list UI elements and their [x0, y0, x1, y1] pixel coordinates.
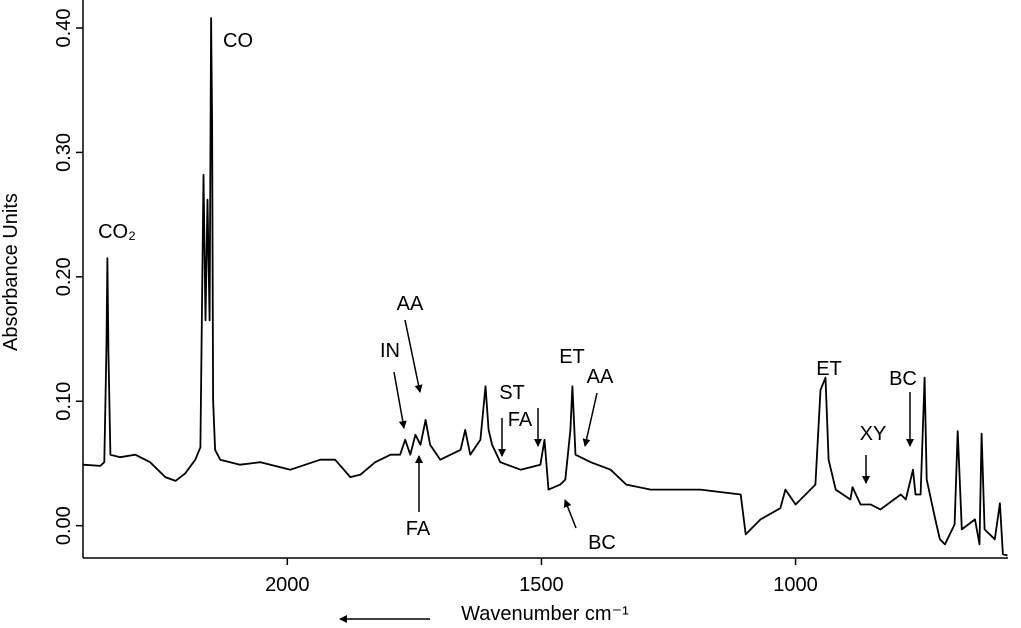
y-tick-label: 0.40 [53, 9, 75, 48]
annotation: ST [499, 382, 525, 404]
annotation: ET [559, 346, 585, 368]
y-axis-label: Absorbance Units [0, 193, 22, 351]
annotation: BC [889, 368, 917, 390]
annotation: BC [588, 532, 616, 554]
annotation: IN [380, 340, 400, 362]
y-tick-label: 0.10 [53, 382, 75, 421]
x-tick-label: 2000 [265, 574, 310, 596]
y-tick-label: 0.20 [53, 257, 75, 296]
x-axis-label: Wavenumber cm⁻¹ [461, 603, 629, 625]
annotation-arrow [393, 371, 407, 429]
annotation: ET [816, 358, 842, 380]
y-tick-label: 0.00 [53, 506, 75, 545]
annotation-arrow [582, 392, 598, 447]
annotation: XY [860, 423, 887, 445]
annotation: CO₂ [98, 221, 136, 243]
spectrum-line [82, 17, 1008, 557]
annotation: CO [223, 30, 253, 52]
annotation-arrow [563, 499, 577, 529]
y-tick-label: 0.30 [53, 133, 75, 172]
annotation: FA [508, 409, 533, 431]
x-tick-label: 1500 [519, 574, 564, 596]
annotation-arrow [404, 319, 423, 393]
x-tick-label: 1000 [773, 574, 818, 596]
annotation: AA [397, 293, 424, 315]
annotation: FA [406, 518, 431, 540]
annotation: AA [587, 366, 614, 388]
